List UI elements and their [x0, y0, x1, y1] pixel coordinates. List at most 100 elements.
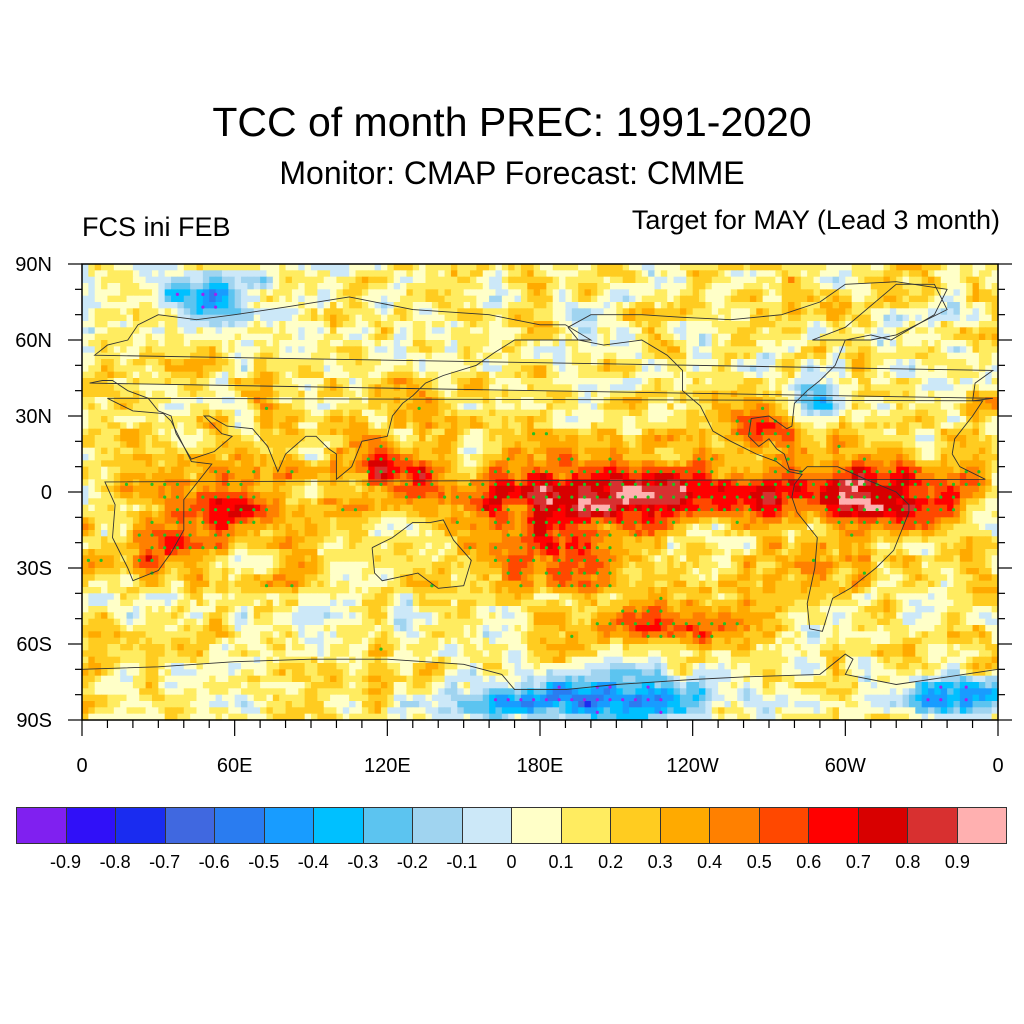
- field-cell: [355, 397, 363, 404]
- field-cell: [896, 359, 904, 366]
- field-cell: [609, 295, 617, 303]
- field-cell: [743, 447, 751, 455]
- field-cell: [902, 276, 910, 284]
- field-cell: [686, 365, 694, 373]
- field-cell: [82, 416, 89, 423]
- field-cell: [769, 276, 776, 284]
- field-cell: [304, 473, 312, 480]
- field-cell: [692, 289, 700, 297]
- field-cell: [775, 466, 783, 474]
- field-cell: [215, 447, 223, 455]
- field-cell: [298, 378, 306, 385]
- field-cell: [756, 340, 764, 347]
- field-cell: [959, 346, 967, 354]
- field-cell: [609, 454, 617, 461]
- field-cell: [711, 422, 719, 430]
- field-cell: [565, 289, 573, 297]
- field-cell: [813, 409, 821, 417]
- field-cell: [953, 416, 961, 423]
- field-cell: [406, 390, 414, 398]
- field-cell: [959, 447, 967, 455]
- field-cell: [501, 371, 509, 379]
- field-cell: [838, 416, 846, 423]
- field-cell: [985, 289, 993, 297]
- field-cell: [673, 276, 681, 284]
- field-cell: [361, 441, 369, 449]
- field-cell: [457, 359, 465, 366]
- field-cell: [196, 390, 204, 398]
- field-cell: [870, 352, 878, 360]
- field-cell: [183, 441, 191, 449]
- field-cell: [635, 295, 643, 303]
- field-cell: [947, 384, 955, 392]
- field-cell: [571, 466, 579, 474]
- field-cell: [800, 283, 808, 290]
- field-cell: [489, 416, 497, 423]
- field-cell: [260, 346, 268, 354]
- field-cell: [978, 308, 986, 316]
- field-cell: [889, 352, 897, 360]
- field-cell: [323, 422, 331, 430]
- field-cell: [177, 302, 185, 309]
- field-cell: [858, 308, 866, 316]
- field-cell: [470, 283, 477, 290]
- field-cell: [565, 321, 573, 328]
- field-cell: [431, 422, 439, 430]
- field-cell: [202, 479, 210, 487]
- field-cell: [501, 441, 509, 449]
- field-cell: [139, 390, 147, 398]
- field-cell: [266, 346, 274, 354]
- field-cell: [107, 359, 115, 366]
- field-cell: [476, 302, 484, 309]
- field-cell: [953, 384, 961, 392]
- field-cell: [94, 403, 102, 411]
- field-cell: [349, 409, 357, 417]
- field-cell: [419, 276, 427, 284]
- field-cell: [489, 289, 497, 297]
- field-cell: [807, 283, 815, 290]
- field-cell: [489, 378, 497, 385]
- field-cell: [819, 384, 827, 392]
- field-cell: [603, 340, 611, 347]
- field-cell: [635, 289, 643, 297]
- field-cell: [514, 384, 522, 392]
- field-cell: [928, 435, 935, 442]
- field-cell: [667, 264, 675, 271]
- field-cell: [457, 454, 465, 461]
- field-cell: [858, 384, 866, 392]
- field-cell: [641, 302, 649, 309]
- field-cell: [781, 365, 789, 373]
- field-cell: [171, 454, 179, 461]
- field-cell: [202, 384, 210, 392]
- field-cell: [126, 435, 134, 442]
- field-cell: [737, 352, 745, 360]
- field-cell: [769, 466, 776, 474]
- field-cell: [317, 435, 325, 442]
- field-cell: [495, 302, 503, 309]
- field-cell: [629, 460, 637, 468]
- field-cell: [705, 428, 713, 436]
- field-cell: [215, 270, 223, 278]
- field-cell: [431, 409, 439, 417]
- field-cell: [966, 466, 974, 474]
- field-cell: [279, 276, 287, 284]
- field-cell: [431, 416, 439, 423]
- field-cell: [616, 473, 624, 480]
- field-cell: [686, 359, 694, 366]
- field-cell: [400, 384, 408, 392]
- field-cell: [476, 327, 484, 335]
- field-cell: [183, 378, 191, 385]
- field-cell: [571, 264, 579, 271]
- field-cell: [629, 302, 637, 309]
- field-cell: [864, 327, 872, 335]
- field-cell: [609, 479, 617, 487]
- field-cell: [450, 302, 458, 309]
- field-cell: [877, 390, 885, 398]
- field-cell: [336, 479, 344, 487]
- field-cell: [406, 466, 414, 474]
- field-cell: [953, 264, 961, 271]
- field-cell: [209, 416, 217, 423]
- field-cell: [902, 422, 910, 430]
- field-cell: [991, 327, 999, 335]
- field-cell: [546, 473, 554, 480]
